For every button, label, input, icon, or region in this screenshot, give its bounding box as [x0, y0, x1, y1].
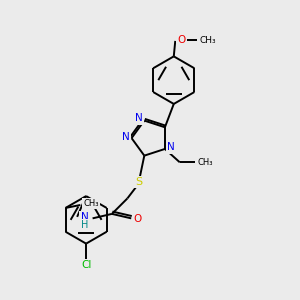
Text: N: N: [135, 113, 143, 123]
Text: CH₃: CH₃: [83, 199, 98, 208]
Text: CH₃: CH₃: [200, 36, 216, 45]
Text: H: H: [81, 220, 88, 230]
Text: N: N: [167, 142, 175, 152]
Text: CH₃: CH₃: [198, 158, 213, 167]
Text: N: N: [122, 132, 130, 142]
Text: N: N: [81, 212, 88, 222]
Text: O: O: [178, 35, 186, 45]
Text: O: O: [134, 214, 142, 224]
Text: Cl: Cl: [81, 260, 91, 270]
Text: S: S: [136, 177, 143, 187]
